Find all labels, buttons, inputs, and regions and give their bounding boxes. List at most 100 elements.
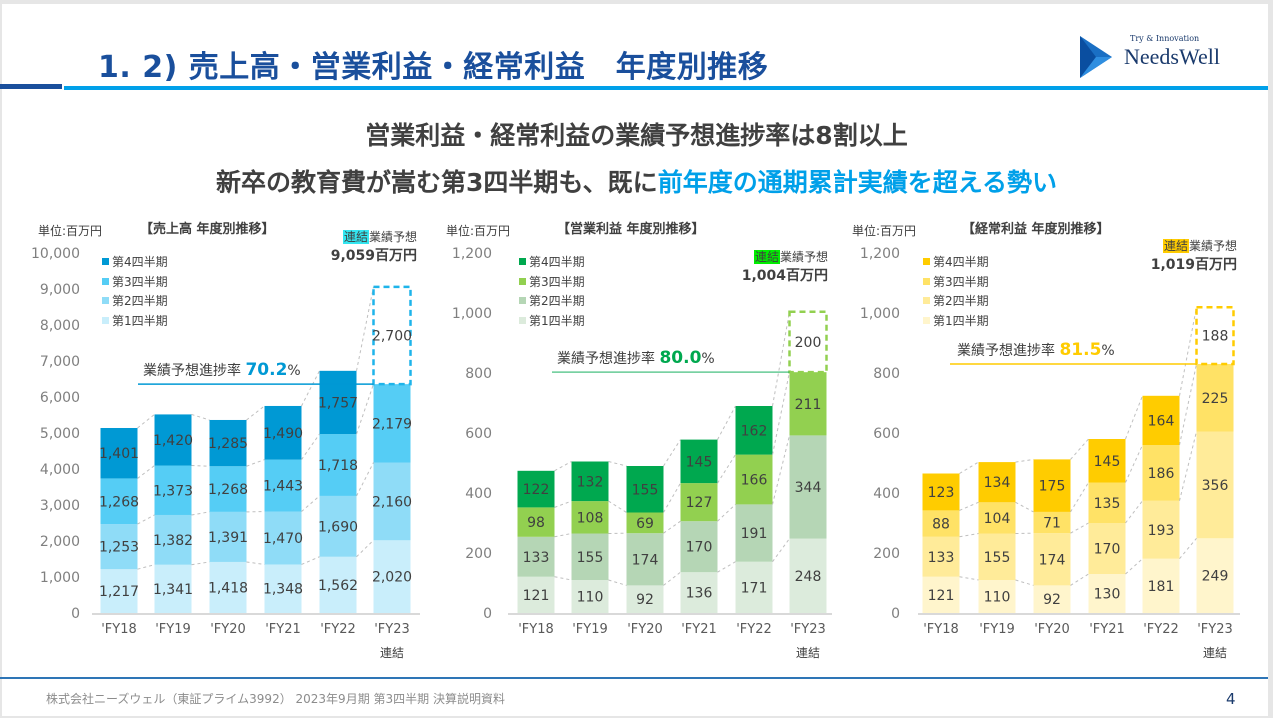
y-tick-label: 4,000 [40,462,80,478]
bar-segment-第1四半期 [626,585,664,613]
unit-label: 単位:百万円 [852,224,917,238]
forecast-label: 業績予想 [368,230,417,244]
connector-line [663,482,681,513]
logo-name: NeedsWell [1124,44,1220,69]
bar-data-label: 344 [795,480,822,496]
bar-segment-第4四半期 [978,462,1016,503]
chart-1: 0 1,000 2,000 3,000 4,000 5,000 6,000 7,000 8,00… [31,246,420,637]
headline-line-1: 営業利益・経常利益の業績予想進捗率は8割以上 [365,121,908,150]
bar-data-label: 2,020 [372,570,412,586]
bar-data-label: 130 [1094,587,1121,603]
legend-label: 第4四半期 [933,255,989,270]
bar-segment-第4四半期 [319,370,357,435]
bar-segment-第2四半期 [680,521,718,573]
connector-line [356,286,374,371]
legend-label: 第1四半期 [933,313,989,328]
bar-segment-第3四半期 [680,483,718,522]
legend-label: 第1四半期 [529,313,585,328]
bar-data-label: 110 [984,590,1011,606]
connector-line [1179,363,1197,446]
connector-line [301,433,320,460]
connector-line [554,533,572,538]
chart-title: 【経常利益 年度別推移】 [962,222,1110,237]
bar-data-label: 249 [1202,569,1229,585]
x-tick-label: 'FY22 [320,622,356,637]
forecast-note: 連結業績予想 9,059百万円 [331,228,417,265]
connector-line [1179,431,1197,501]
consolidated-note: 連結 [380,646,405,660]
x-tick-label: 'FY18 [518,622,554,637]
y-tick-label: 3,000 [40,498,80,514]
bar-segment-第2四半期 [100,524,138,570]
bar-data-label: 1,217 [99,584,139,600]
forecast-note: 連結業績予想 1,004百万円 [742,248,828,285]
connector-line [301,370,320,407]
bar-segment-第4四半期 [100,427,138,479]
bar-data-label: 2,160 [372,494,412,510]
bar-segment-第4四半期 [1033,459,1071,512]
forecast-remaining-label: 200 [795,335,822,351]
connector-line [772,311,790,407]
bar-segment-第2四半期 [735,504,773,562]
bar-segment-第1四半期 [571,580,609,613]
bar-data-label: 135 [1094,496,1121,512]
connector-line [356,462,374,497]
bar-data-label: 127 [686,495,713,511]
legend-item: 第3四半期 [102,272,168,292]
connector-line [1125,500,1143,524]
progress-suffix: % [701,351,715,368]
bar-data-label: 1,690 [318,519,358,535]
bar-data-label: 92 [1043,592,1061,608]
title-underline-dark [0,84,62,89]
bar-data-label: 1,373 [153,483,193,499]
bar-data-label: 174 [632,552,659,568]
bar-segment-第3四半期 [735,454,773,505]
y-tick-label: 400 [873,486,900,502]
bar-data-label: 1,268 [99,494,139,510]
headline-line-2: 新卒の教育費が嵩む第3四半期も、既に前年度の通期累計実績を超える勢い [0,163,1273,199]
connector-line [959,501,979,511]
x-tick-label: 'FY21 [1089,622,1125,637]
legend-label: 第3四半期 [933,274,989,289]
bar-segment-第3四半期 [154,465,192,515]
bar-data-label: 145 [686,454,713,470]
bar-data-label: 248 [795,569,822,585]
connector-line [663,520,681,534]
bar-data-label: 166 [741,473,768,489]
bar-data-label: 71 [1043,516,1061,532]
bar-data-label: 122 [523,482,550,498]
bar-data-label: 1,253 [99,540,139,556]
connector-line [717,561,736,573]
y-tick-label: 0 [483,606,492,622]
connector-line [959,533,979,538]
bar-segment-第3四半期 [373,384,411,463]
connector-line [246,459,265,467]
bar-segment-第1四半期 [154,564,192,613]
bar-segment-第3四半期 [922,510,960,537]
x-tick-label: 'FY18 [101,622,137,637]
bar-data-label: 133 [523,550,550,566]
bar-segment-第1四半期 [1088,574,1126,613]
connector-line [608,461,627,467]
y-tick-label: 0 [891,606,900,622]
connector-line [1125,558,1143,575]
legend-label: 第3四半期 [112,274,168,289]
bar-data-label: 174 [1039,552,1066,568]
legend-swatch [102,297,109,305]
bar-segment-第2四半期 [517,536,555,577]
y-tick-label: 2,000 [40,534,80,550]
connector-line [1015,579,1034,586]
bar-data-label: 123 [928,485,955,501]
connector-line [301,556,320,565]
legend-swatch [102,316,109,324]
bar-data-label: 225 [1202,391,1229,407]
bar-data-label: 1,268 [208,482,248,498]
legend-swatch [923,258,930,266]
bar-data-label: 181 [1148,579,1175,595]
page-number: 4 [1226,690,1236,708]
progress-rate: 業績予想進捗率 70.2% [143,360,301,380]
connector-line [191,413,210,421]
x-tick-label: 'FY22 [1143,622,1179,637]
bar-segment-第4四半期 [209,419,247,467]
forecast-tag: 連結 [342,230,369,244]
